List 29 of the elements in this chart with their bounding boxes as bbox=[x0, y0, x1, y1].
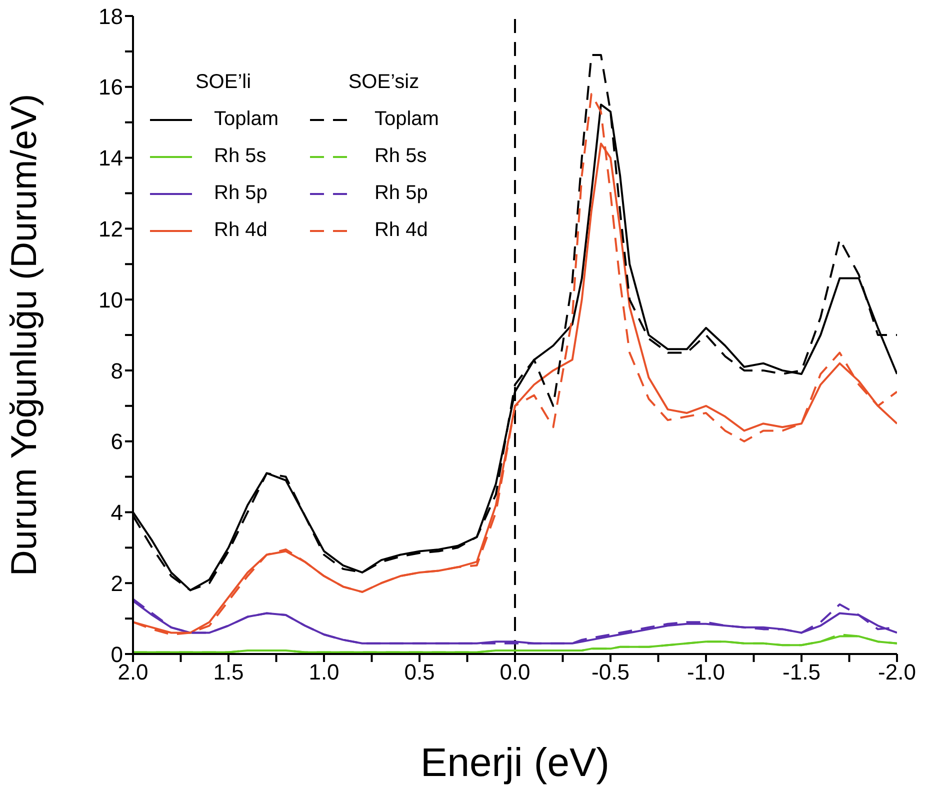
annotation: SOE’siz bbox=[347, 71, 420, 94]
y-tick-label: 14 bbox=[98, 146, 123, 171]
x-tick-label: -1.5 bbox=[782, 660, 820, 685]
legend-label: Rh 5s bbox=[374, 145, 427, 168]
legend-label: Rh 4d bbox=[214, 219, 268, 242]
x-tick-label: -0.5 bbox=[592, 660, 630, 685]
y-tick-label: 6 bbox=[110, 429, 123, 454]
y-tick-label: 12 bbox=[98, 216, 123, 242]
legend-label: Toplam bbox=[374, 108, 439, 131]
x-tick-label: 0.5 bbox=[404, 660, 435, 685]
y-tick-label: 10 bbox=[98, 287, 123, 312]
x-tick-label: -1.0 bbox=[687, 660, 725, 685]
legend-label: Rh 5p bbox=[214, 182, 268, 205]
x-tick-label: 1.5 bbox=[213, 660, 244, 685]
y-tick-label: 18 bbox=[98, 4, 123, 29]
annotation: SOE’li bbox=[194, 71, 252, 94]
y-tick-label: 2 bbox=[110, 570, 123, 596]
x-tick-label: 0.0 bbox=[500, 660, 530, 685]
y-tick-label: 4 bbox=[110, 500, 123, 526]
legend-label: Rh 4d bbox=[374, 219, 428, 242]
y-tick-label: 16 bbox=[98, 74, 123, 100]
y-tick-label: 8 bbox=[110, 358, 123, 384]
x-tick-label: 1.0 bbox=[308, 660, 340, 685]
legend-label: Rh 5p bbox=[374, 182, 428, 205]
y-axis-title: Durum Yoğunluğu (Durum/eV) bbox=[2, 94, 44, 576]
legend-label: Rh 5s bbox=[214, 145, 266, 168]
legend-label: Toplam bbox=[214, 108, 278, 131]
x-axis-title: Enerji (eV) bbox=[420, 741, 610, 785]
x-tick-label: -2.0 bbox=[878, 660, 916, 685]
